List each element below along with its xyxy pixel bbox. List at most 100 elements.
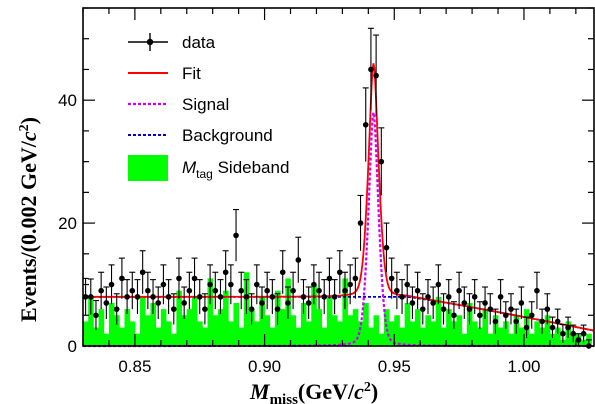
legend-label-background: Background bbox=[182, 126, 273, 145]
data-point bbox=[227, 264, 234, 305]
sideband-bar bbox=[145, 315, 151, 346]
data-marker bbox=[326, 275, 333, 282]
data-point bbox=[559, 323, 566, 343]
data-point bbox=[409, 286, 416, 319]
data-point bbox=[476, 301, 483, 329]
data-point bbox=[321, 279, 328, 315]
data-point bbox=[362, 87, 369, 162]
data-marker bbox=[503, 312, 509, 319]
legend-label-fit: Fit bbox=[182, 64, 201, 83]
data-marker bbox=[191, 275, 198, 282]
data-point bbox=[388, 257, 395, 299]
sideband-bar bbox=[415, 309, 421, 346]
data-marker bbox=[87, 294, 94, 300]
sideband-bar bbox=[498, 327, 504, 346]
data-point bbox=[207, 264, 214, 305]
sideband-bar bbox=[103, 333, 110, 346]
data-point bbox=[201, 293, 208, 325]
data-marker bbox=[492, 318, 499, 325]
sideband-bar bbox=[347, 315, 354, 346]
data-point bbox=[533, 271, 540, 310]
x-axis-title-main: M bbox=[249, 379, 271, 404]
data-point bbox=[357, 194, 364, 251]
legend-label-sideband: Mtag Sideband bbox=[182, 158, 289, 181]
sideband-bar bbox=[134, 333, 141, 346]
data-point bbox=[212, 271, 219, 310]
x-tick-label: 0.85 bbox=[118, 357, 151, 376]
sideband-bar bbox=[191, 296, 198, 346]
data-marker bbox=[305, 300, 312, 306]
data-point bbox=[419, 293, 426, 325]
data-point bbox=[284, 286, 291, 319]
data-point bbox=[233, 209, 240, 262]
data-point bbox=[165, 279, 172, 315]
legend-entry-background: Background bbox=[128, 126, 273, 145]
data-marker bbox=[212, 287, 219, 294]
sideband-bar bbox=[477, 327, 483, 346]
legend-entry-data: data bbox=[128, 33, 216, 52]
legend-entry-signal: Signal bbox=[128, 95, 229, 114]
data-point bbox=[378, 127, 385, 196]
x-tick-labels: 0.85 0.90 0.95 1.00 bbox=[118, 357, 540, 376]
data-marker bbox=[285, 300, 291, 306]
data-marker bbox=[155, 300, 162, 306]
x-axis-title-sub: miss bbox=[270, 392, 299, 404]
data-marker bbox=[145, 287, 151, 294]
data-marker bbox=[108, 281, 115, 288]
data-point bbox=[103, 286, 110, 319]
data-point bbox=[118, 257, 125, 299]
data-marker bbox=[150, 294, 156, 300]
sideband-bar bbox=[378, 333, 385, 346]
data-point bbox=[316, 271, 323, 310]
plot-frame bbox=[82, 7, 595, 347]
data-point bbox=[482, 286, 489, 319]
data-marker bbox=[518, 300, 525, 306]
sideband-bar bbox=[150, 302, 157, 346]
data-point bbox=[139, 250, 146, 294]
sideband-bar bbox=[399, 327, 406, 346]
sideband-bar bbox=[269, 327, 276, 346]
sideband-bar bbox=[88, 296, 94, 346]
data-point bbox=[248, 293, 255, 325]
y-tick-labels: 0 20 40 bbox=[58, 91, 77, 356]
data-point bbox=[186, 271, 193, 310]
sideband-bar bbox=[93, 327, 99, 346]
data-point bbox=[331, 279, 338, 315]
sideband-bar bbox=[171, 333, 177, 346]
data-marker bbox=[466, 306, 473, 312]
sideband-bar bbox=[280, 309, 286, 346]
axis-ticks bbox=[82, 7, 594, 347]
legend-label-data: data bbox=[182, 33, 216, 52]
y-axis-title-sup: 2 bbox=[17, 124, 32, 131]
sideband-bar bbox=[482, 309, 489, 346]
data-marker bbox=[103, 300, 110, 306]
x-tick-label: 1.00 bbox=[507, 357, 540, 376]
x-axis-title-unit-c: c bbox=[354, 379, 364, 404]
data-point bbox=[570, 324, 577, 343]
data-marker bbox=[93, 312, 99, 319]
sideband-bar bbox=[181, 315, 188, 346]
data-marker bbox=[388, 275, 395, 282]
data-point bbox=[523, 316, 530, 339]
sideband-bar bbox=[316, 309, 323, 346]
data-marker bbox=[544, 306, 551, 312]
data-marker bbox=[477, 312, 483, 319]
data-marker bbox=[534, 287, 540, 294]
data-marker bbox=[165, 294, 172, 300]
data-point bbox=[367, 27, 374, 111]
data-marker bbox=[378, 158, 385, 165]
data-marker bbox=[290, 287, 296, 294]
data-marker bbox=[222, 269, 229, 276]
data-point bbox=[492, 308, 499, 334]
data-marker bbox=[119, 275, 125, 282]
data-point bbox=[191, 257, 198, 299]
data-marker bbox=[549, 324, 556, 331]
data-marker bbox=[207, 281, 213, 288]
data-point bbox=[544, 293, 551, 325]
sideband-bar bbox=[155, 327, 162, 346]
data-marker bbox=[336, 269, 343, 276]
data-point bbox=[155, 286, 162, 319]
sideband-bar bbox=[217, 309, 224, 346]
legend-sideband-rest: Sideband bbox=[213, 158, 290, 177]
y-axis-title-prefix: Events/(0.002 GeV/ bbox=[16, 140, 41, 322]
